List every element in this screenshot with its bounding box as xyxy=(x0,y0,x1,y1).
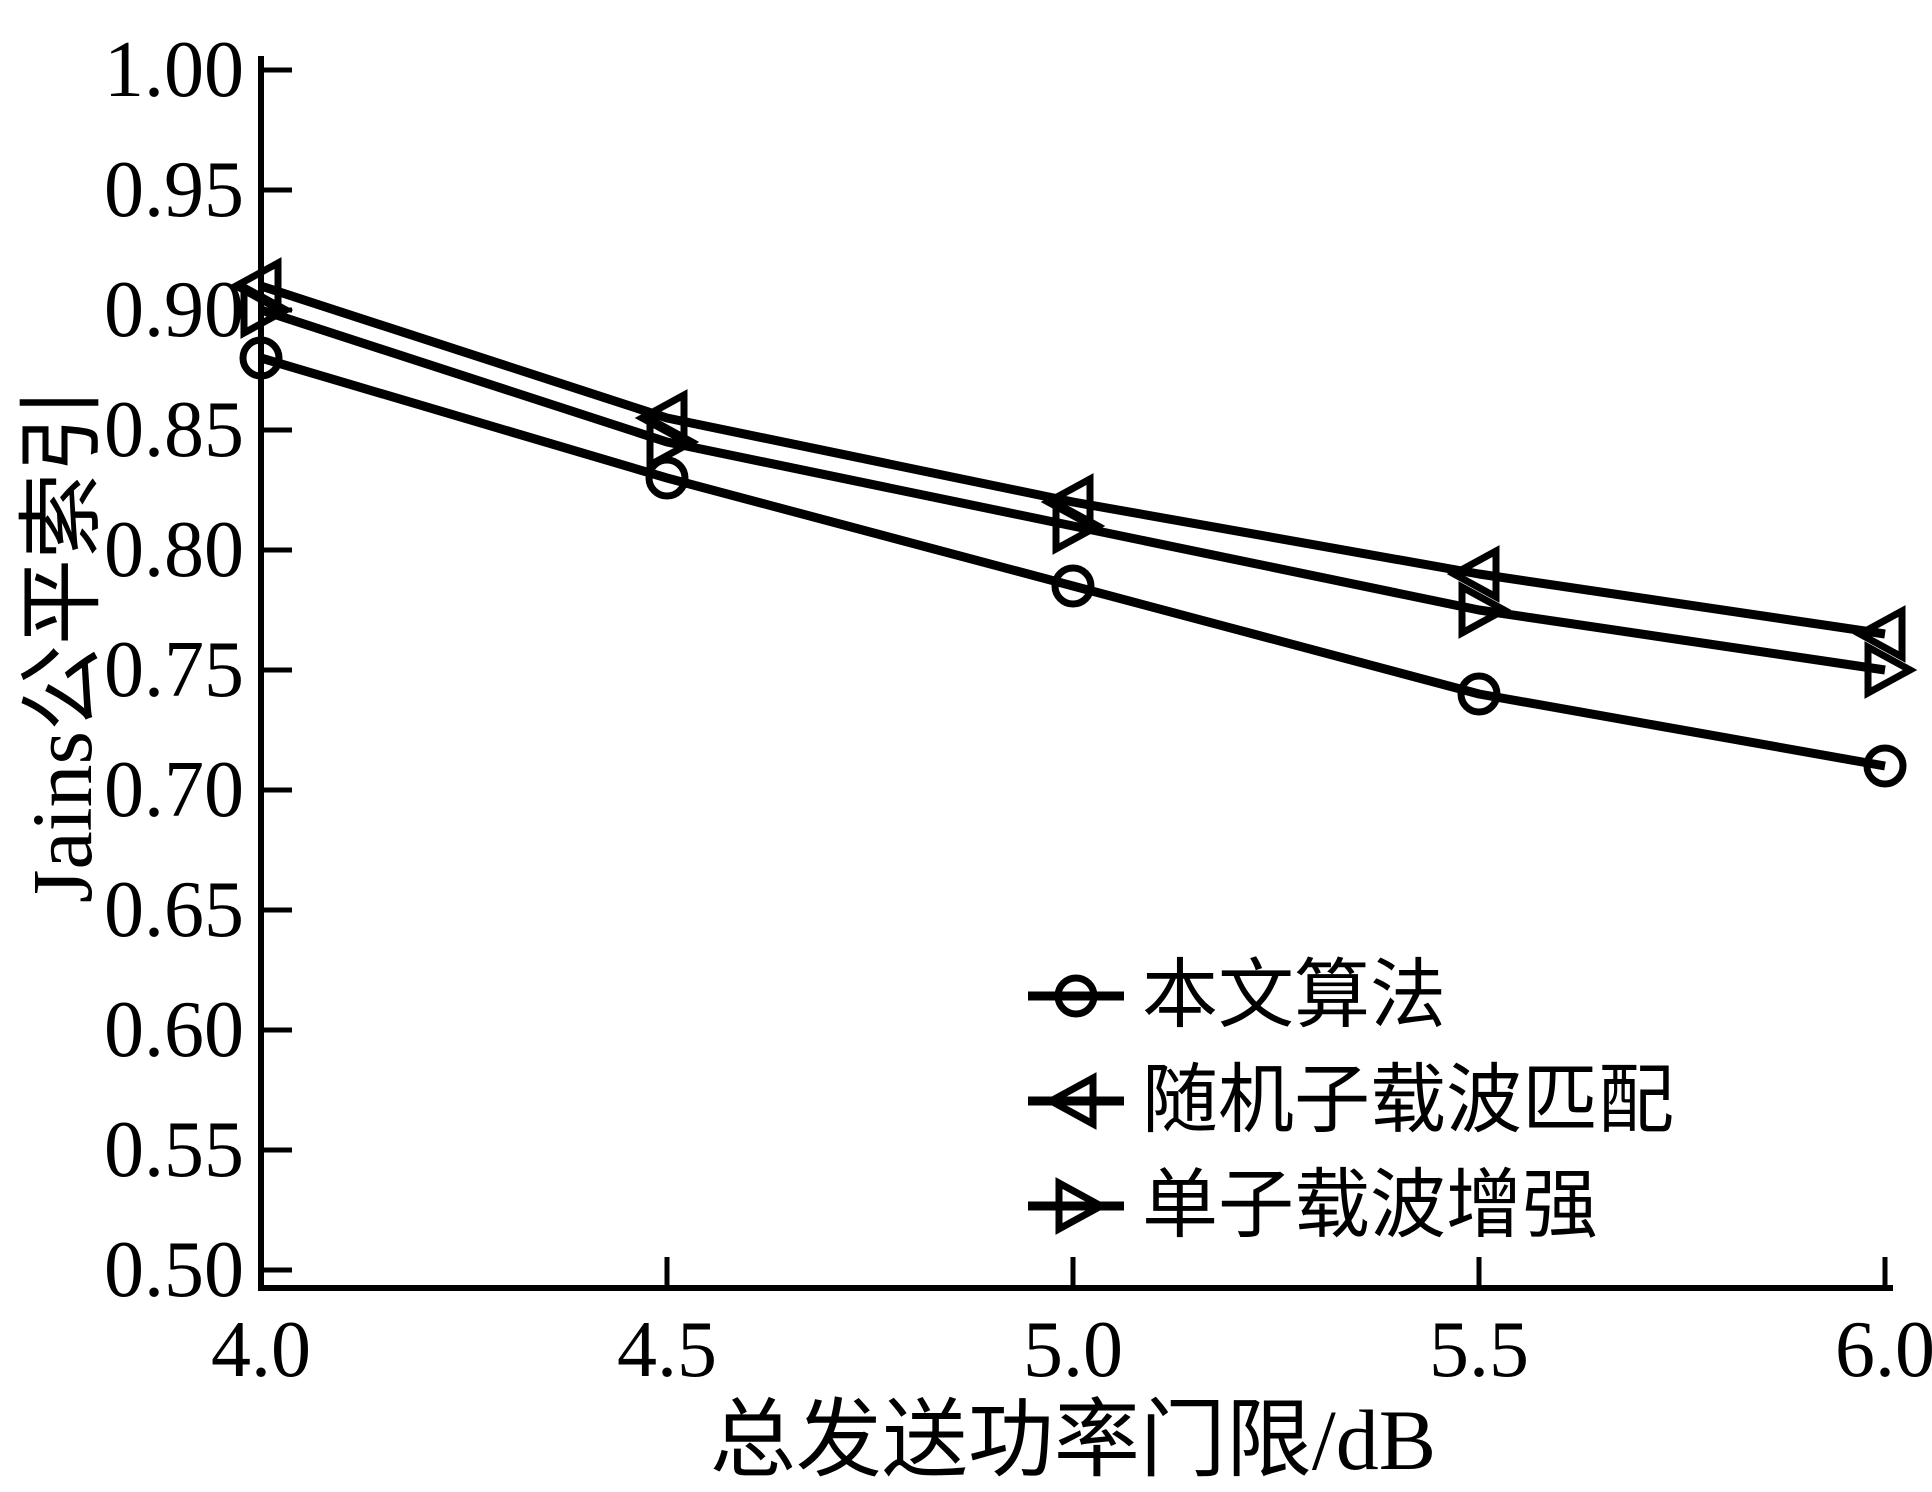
series-2-marker xyxy=(1052,497,1106,555)
y-tick-label: 0.70 xyxy=(104,746,244,834)
y-tick-label: 0.85 xyxy=(104,386,244,474)
series-1-marker xyxy=(1446,545,1500,603)
series-0-marker xyxy=(1457,672,1501,716)
y-tick-label: 0.80 xyxy=(104,506,244,594)
x-tick-label: 4.5 xyxy=(617,1306,717,1394)
y-tick-label: 0.55 xyxy=(104,1106,244,1194)
series-0-marker xyxy=(645,456,689,500)
series-2-marker xyxy=(240,281,294,339)
y-tick-label: 0.75 xyxy=(104,626,244,714)
series-1-marker xyxy=(1852,605,1906,663)
y-tick-label: 0.90 xyxy=(104,266,244,354)
y-tick-label: 0.95 xyxy=(104,146,244,234)
y-tick-label: 1.00 xyxy=(104,26,244,114)
legend-item-1-marker xyxy=(1043,1072,1097,1130)
series-0-marker xyxy=(239,336,283,380)
series-1-line xyxy=(259,281,1886,639)
series-2-marker xyxy=(1458,581,1512,639)
legend-item-1-label: 随机子载波匹配 xyxy=(1142,1059,1674,1143)
y-tick-label: 0.50 xyxy=(104,1226,244,1314)
x-tick-label: 5.0 xyxy=(1023,1306,1123,1394)
series-2-line xyxy=(259,305,1886,675)
series-2-marker xyxy=(646,413,700,471)
series-2-marker xyxy=(1864,641,1918,699)
y-axis-title: Jains公平索引 xyxy=(14,387,110,903)
y-tick-label: 0.60 xyxy=(104,986,244,1074)
x-axis-title: 总发送功率门限/dB xyxy=(709,1392,1437,1488)
series-0-marker xyxy=(1863,744,1907,788)
series-0-marker xyxy=(1051,564,1095,608)
x-tick-label: 6.0 xyxy=(1835,1306,1932,1394)
y-tick-label: 0.65 xyxy=(104,866,244,954)
x-tick-label: 4.0 xyxy=(211,1306,311,1394)
legend-item-0-marker xyxy=(1054,974,1098,1018)
x-tick-label: 5.5 xyxy=(1429,1306,1529,1394)
legend-item-0-label: 本文算法 xyxy=(1142,954,1446,1038)
series-0-line xyxy=(259,353,1886,771)
legend-item-2-marker xyxy=(1055,1177,1109,1235)
legend-item-2-label: 单子载波增强 xyxy=(1142,1164,1598,1248)
